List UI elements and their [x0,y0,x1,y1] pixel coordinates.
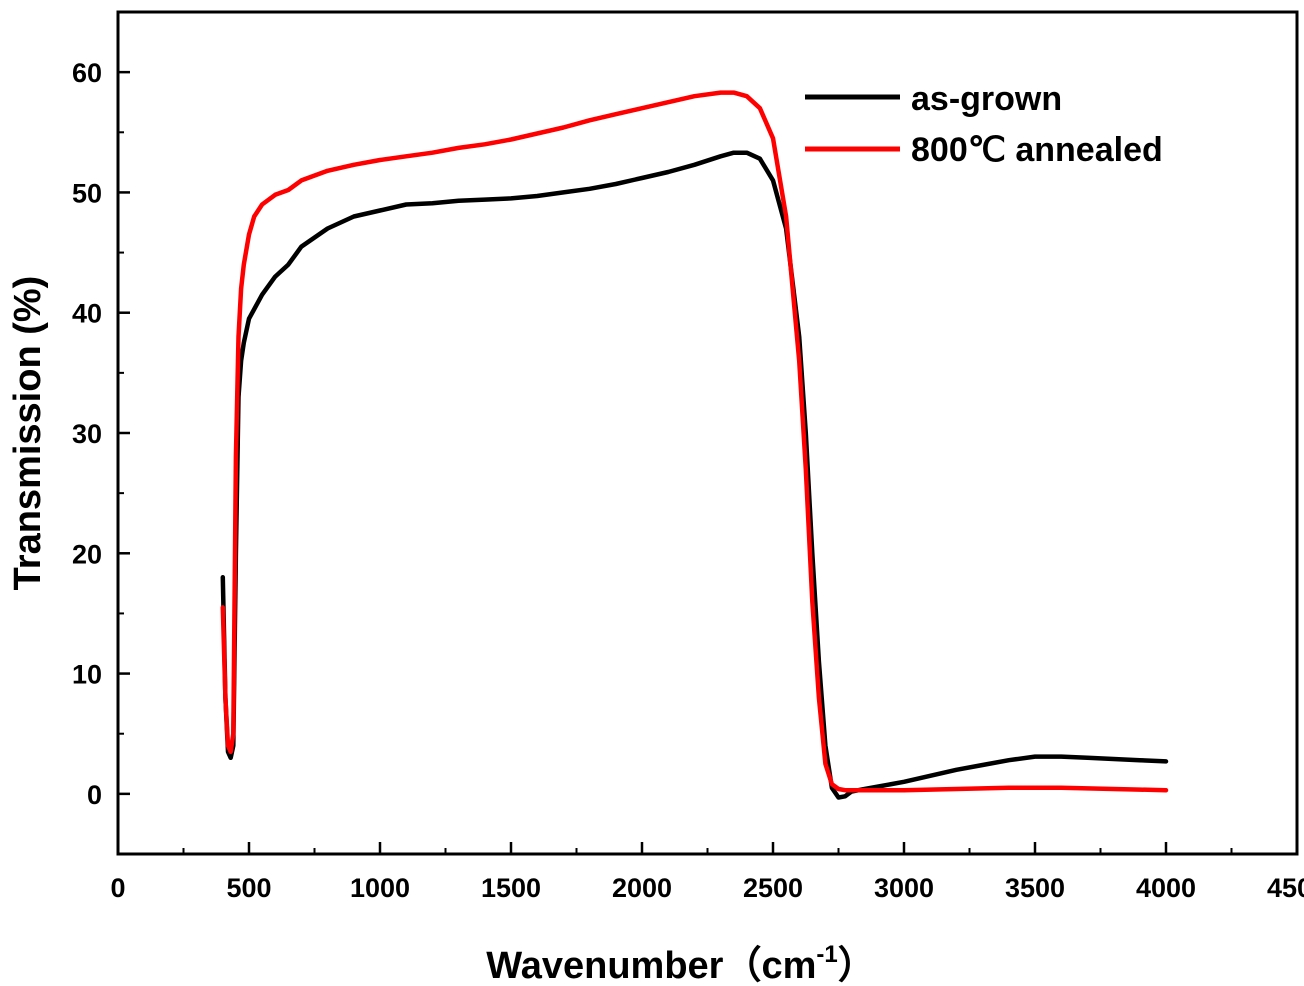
y-tick-label: 20 [72,539,102,569]
legend: as-grown 800℃ annealed [805,80,1163,169]
x-tick-label: 500 [226,873,271,903]
x-axis-title-close: ） [838,945,876,986]
y-axis-title: Transmission (%) [7,276,49,591]
legend-label-annealed: 800℃ annealed [911,131,1163,169]
x-tick-label: 2500 [743,873,803,903]
y-tick-label: 40 [72,299,102,329]
series-layer [220,90,1169,800]
series-line-0 [220,150,1169,800]
y-tick-label: 10 [72,660,102,690]
y-tick-label: 60 [72,58,102,88]
x-tick-label: 2000 [612,873,672,903]
x-tick-label: 4000 [1136,873,1196,903]
x-tick-label: 3000 [874,873,934,903]
x-axis-title-main: Wavenumber（cm [486,945,816,986]
x-axis-title: Wavenumber（cm-1） [486,941,876,986]
x-tick-label: 0 [110,873,125,903]
x-tick-label: 1500 [481,873,541,903]
x-axis: 0 500 1000 1500 2000 2500 3000 3500 4000 4500 [110,842,1304,903]
x-tick-label: 1000 [350,873,410,903]
y-axis: 0 10 20 30 40 50 60 [72,11,130,855]
y-tick-label: 30 [72,419,102,449]
legend-label-as-grown: as-grown [911,80,1062,118]
x-axis-title-superscript: -1 [816,941,837,968]
y-tick-label: 0 [87,780,102,810]
series-line-1 [220,90,1169,793]
x-tick-label: 3500 [1005,873,1065,903]
y-tick-label: 50 [72,178,102,208]
x-tick-label: 4500 [1267,873,1304,903]
